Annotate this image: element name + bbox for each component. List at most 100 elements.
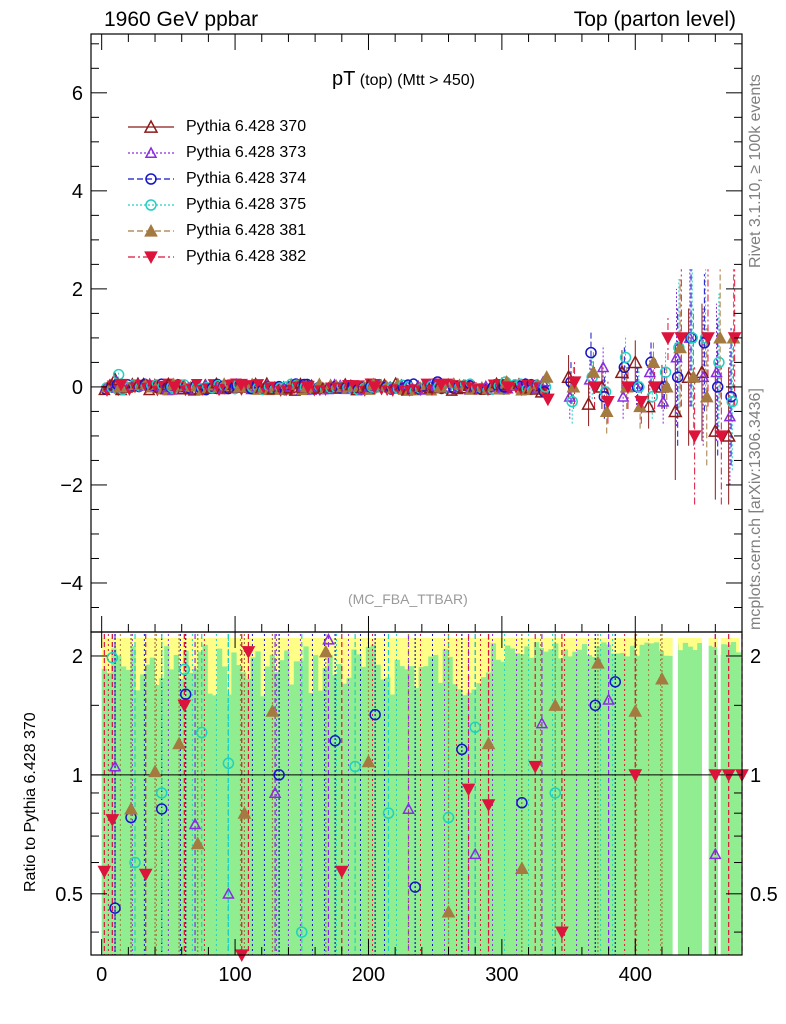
ratio-band-green (111, 648, 117, 955)
ratio-band-green (168, 669, 175, 955)
ratio-band-green (159, 678, 165, 955)
legend-label-374: Pythia 6.428 374 (186, 170, 307, 187)
ratio-band-green (461, 695, 468, 955)
ratio-band-green (581, 644, 588, 955)
ratio-band-green (250, 657, 256, 955)
ratio-data-point (108, 759, 122, 772)
ratio-panel-frame (90, 631, 743, 956)
series-layer (97, 330, 749, 963)
ratio-band-green (361, 666, 367, 955)
main-ytick-label: −2 (60, 475, 83, 497)
main-data-point (686, 332, 698, 344)
main-data-point (659, 379, 674, 393)
ratio-band-green (212, 695, 218, 955)
ratio-band-green (625, 656, 631, 955)
ratio-band-green (356, 654, 362, 955)
main-data-point (501, 381, 515, 394)
ratio-band-green (668, 655, 674, 955)
main-data-point (601, 396, 615, 409)
ratio-ytick-label: 2 (72, 646, 83, 668)
legend-label-370: Pythia 6.428 370 (186, 118, 307, 135)
ratio-data-point (241, 646, 256, 659)
ratio-band-green (336, 664, 343, 955)
xtick-label: 300 (485, 964, 518, 986)
plot-title-sub2: (Mtt > 450) (397, 72, 475, 89)
ratio-ytick-label-right: 1 (750, 765, 761, 787)
ratio-band-green (433, 655, 439, 955)
main-data-point (643, 365, 657, 378)
main-data-point (646, 355, 661, 369)
ratio-data-point (155, 803, 168, 815)
main-data-point (300, 381, 315, 394)
ratio-band-green (404, 669, 410, 955)
ratio-band-green (596, 646, 602, 955)
ratio-band-green (620, 652, 626, 955)
ratio-band-green (586, 655, 593, 955)
ratio-data-point (178, 663, 191, 676)
ratio-band-green (452, 684, 458, 955)
ratio-band-green (428, 656, 434, 955)
ratio-data-point (268, 786, 282, 798)
ratio-data-point (528, 760, 543, 774)
ratio-band-green (231, 652, 237, 955)
ratio-band-green (610, 653, 617, 955)
rivet-version-label: Rivet 3.1.10, ≥ 100k events (747, 74, 764, 268)
ratio-data-point (409, 881, 421, 893)
xtick-label: 200 (352, 964, 385, 986)
ratio-band-green (226, 694, 232, 955)
ratio-data-point (589, 699, 602, 712)
ratio-band-green (509, 648, 516, 955)
ratio-band-green (260, 696, 266, 955)
ratio-band-green (154, 684, 160, 955)
ratio-band-green (341, 683, 348, 955)
legend-marker-374 (128, 173, 174, 185)
ratio-band-green (188, 672, 194, 955)
ratio-ytick-label-right: 2 (750, 646, 761, 668)
main-data-point (234, 378, 248, 392)
ratio-band-green (682, 642, 689, 955)
ratio-band-green (505, 645, 511, 955)
ratio-band-green (634, 655, 641, 955)
ratio-band-green (207, 693, 213, 955)
ratio-band-green (375, 664, 381, 955)
ratio-band-green (567, 656, 573, 955)
ratio-band-green (135, 690, 141, 955)
ratio-band-green (327, 654, 333, 955)
ratio-data-point (516, 797, 528, 809)
ratio-data-point (188, 817, 202, 830)
legend: Pythia 6.428 370 Pythia 6.428 373 Pythia… (126, 114, 306, 270)
ratio-band-green (269, 654, 276, 955)
ratio-data-point (296, 926, 308, 938)
ratio-band-green (385, 677, 391, 955)
ratio-data-point (609, 676, 622, 688)
ratio-band-green (629, 645, 636, 955)
main-data-point (434, 378, 449, 392)
ratio-band-green (173, 654, 180, 955)
ratio-band-green (476, 683, 482, 955)
main-data-point (670, 350, 683, 363)
main-data-point (621, 381, 635, 394)
main-data-point (641, 398, 656, 413)
main-data-point (566, 395, 578, 408)
main-data-point (114, 378, 128, 392)
ratio-data-point (129, 856, 141, 869)
legend-glyph (144, 146, 158, 158)
ratio-band-green (394, 659, 400, 955)
ratio-band-green (457, 689, 463, 955)
main-data-point (699, 389, 714, 403)
main-data-point (586, 365, 601, 378)
main-ytick-label: −4 (60, 573, 83, 595)
ratio-band-green (437, 682, 444, 955)
ratio-data-point (602, 693, 615, 705)
main-data-point (721, 428, 736, 442)
ratio-band-green (116, 655, 122, 955)
ratio-band-green (274, 672, 280, 955)
ratio-band-green (697, 643, 703, 955)
ratio-band-green (649, 643, 655, 955)
header-right-label: Top (parton level) (573, 8, 736, 31)
ratio-band-green (529, 657, 535, 955)
ratio-band-green (687, 646, 693, 955)
main-data-point (686, 370, 701, 383)
ratio-band-green (197, 651, 204, 955)
ratio-data-point (382, 807, 395, 819)
